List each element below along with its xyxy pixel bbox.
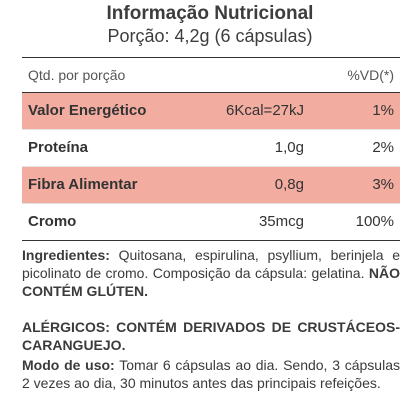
nutrient-name: Cromo (28, 213, 77, 230)
nutrient-amount: 1,0g (274, 139, 304, 156)
usage-label: Modo de uso: (22, 357, 115, 373)
nutrient-vd: 3% (372, 176, 394, 193)
nutrient-amount: 0,8g (274, 176, 304, 193)
portion-subtitle: Porção: 4,2g (6 cápsulas) (107, 26, 313, 46)
gluten-notice: NÃO CONTÉM GLÚTEN. (22, 265, 400, 299)
nutrition-table: Qtd. por porção %VD(*) Valor Energético … (22, 57, 400, 241)
table-row-chromium: Cromo 35mcg 100% (22, 204, 400, 240)
usage-text: Tomar 6 cápsulas ao dia. Sendo, 3 cápsul… (22, 357, 400, 391)
table-row-fiber: Fibra Alimentar 0,8g 3% (22, 167, 400, 204)
nutrient-vd: 1% (372, 102, 394, 119)
nutrient-amount: 6Kcal=27kJ (226, 102, 304, 119)
ingredients-label: Ingredientes: (22, 247, 110, 263)
nutrient-name: Proteína (28, 139, 89, 156)
column-header-quantity: Qtd. por porção (28, 67, 126, 83)
table-row-protein: Proteína 1,0g 2% (22, 130, 400, 167)
column-header-vd: %VD(*) (347, 67, 394, 83)
nutrient-name: Valor Energético (28, 102, 147, 119)
nutrient-amount: 35mcg (258, 213, 304, 230)
nutrient-vd: 2% (372, 139, 394, 156)
usage-paragraph: Modo de uso: Tomar 6 cápsulas ao dia. Se… (22, 356, 400, 392)
table-header: Qtd. por porção %VD(*) (22, 58, 400, 93)
nutrient-vd: 100% (355, 213, 394, 230)
nutrient-name: Fibra Alimentar (28, 176, 138, 193)
page-title: Informação Nutricional (106, 3, 314, 24)
ingredients-paragraph: Ingredientes: Quitosana, espirulina, psy… (22, 246, 400, 300)
ingredients-text: Quitosana, espirulina, psyllium, berinje… (22, 247, 400, 281)
allergens-notice: ALÉRGICOS: CONTÉM DERIVADOS DE CRUSTÁCEO… (22, 319, 400, 353)
table-row-energy: Valor Energético 6Kcal=27kJ 1% (22, 93, 400, 130)
